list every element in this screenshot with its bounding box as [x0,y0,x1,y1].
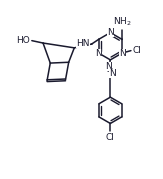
Text: N: N [119,49,126,58]
Text: Cl: Cl [106,133,115,142]
Text: Cl: Cl [132,46,141,55]
Text: HO: HO [16,36,30,45]
Text: HN: HN [76,39,90,49]
Text: N: N [109,69,116,78]
Text: N: N [107,28,114,37]
Text: NH$_2$: NH$_2$ [113,15,131,28]
Text: N: N [105,62,112,71]
Text: N: N [95,49,102,58]
